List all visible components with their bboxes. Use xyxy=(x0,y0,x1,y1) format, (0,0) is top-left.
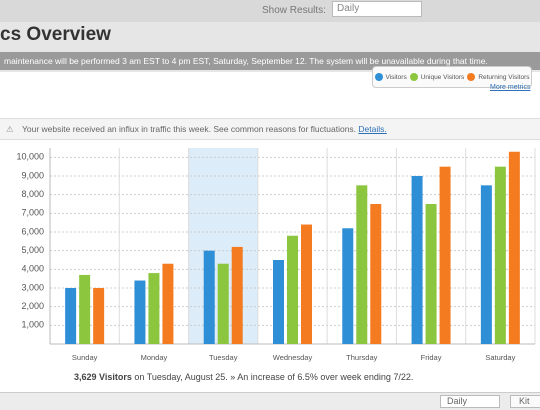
x-tick-label: Saturday xyxy=(485,353,515,362)
bar xyxy=(134,280,146,344)
alert-link[interactable]: Details. xyxy=(358,124,387,134)
x-tick-label: Wednesday xyxy=(273,353,313,362)
bar xyxy=(342,228,354,344)
bar xyxy=(203,250,215,344)
y-tick-label: 3,000 xyxy=(21,282,44,292)
legend-label: Unique Visitors xyxy=(420,73,465,81)
y-tick-label: 7,000 xyxy=(21,208,44,218)
chart: 1,000 2,000 3,000 4,000 5,000 6,000 7,000 8,000… xyxy=(16,148,536,362)
legend-item[interactable]: Returning Visitors xyxy=(467,73,530,81)
bar xyxy=(93,288,105,344)
y-tick-label: 1,000 xyxy=(21,320,44,330)
bar xyxy=(79,274,91,344)
footer-count: 3,629 Visitors xyxy=(74,372,132,382)
alert-icon: ⚠ xyxy=(6,124,14,134)
bar xyxy=(425,204,437,344)
y-tick-label: 10,000 xyxy=(16,152,44,162)
legend-label: Returning Visitors xyxy=(478,73,530,81)
y-tick-label: 2,000 xyxy=(21,301,44,311)
x-tick-label: Thursday xyxy=(346,353,378,362)
bar xyxy=(480,185,492,344)
x-tick-label: Monday xyxy=(141,353,168,362)
bar xyxy=(301,224,312,344)
show-results-select[interactable]: Daily xyxy=(332,1,422,17)
page-title: cs Overview xyxy=(0,24,111,45)
legend-label: Visitors xyxy=(385,73,407,81)
legend-item[interactable]: Unique Visitors xyxy=(409,73,465,81)
more-metrics-link[interactable]: More metrics xyxy=(490,84,531,91)
bar xyxy=(217,263,229,344)
bar xyxy=(287,235,298,344)
legend-swatch xyxy=(409,73,418,81)
alert: ⚠ Your website received an influx in tra… xyxy=(0,118,540,140)
x-tick-label: Sunday xyxy=(72,353,98,362)
bar xyxy=(494,166,506,344)
top-bar: Show Results: Daily xyxy=(0,0,540,22)
y-tick-label: 9,000 xyxy=(21,170,44,180)
bar xyxy=(356,185,368,344)
bar xyxy=(148,273,160,344)
footer-text: on Tuesday, August 25. » An increase of … xyxy=(134,372,414,382)
legend-swatch xyxy=(374,73,383,81)
x-tick-label: Friday xyxy=(421,353,442,362)
legend-swatch xyxy=(467,73,476,81)
bar xyxy=(65,288,77,344)
bar xyxy=(411,176,423,344)
y-tick-label: 8,000 xyxy=(21,189,44,199)
bar xyxy=(162,263,174,344)
x-tick-label: Tuesday xyxy=(209,353,238,362)
maintenance-banner: maintenance will be performed 3 am EST t… xyxy=(0,52,540,70)
bar xyxy=(231,246,243,344)
alert-text: Your website received an influx in traff… xyxy=(22,124,357,134)
bar xyxy=(439,166,451,344)
y-tick-label: 5,000 xyxy=(21,245,44,255)
bar xyxy=(370,204,382,344)
bottom-select[interactable]: Daily xyxy=(440,395,500,408)
legend-item[interactable]: Visitors xyxy=(374,73,407,81)
y-tick-label: 6,000 xyxy=(21,226,44,236)
footer: 3,629 Visitors on Tuesday, August 25. » … xyxy=(74,372,413,382)
show-results-label: Show Results: xyxy=(262,5,326,16)
bottom-bar: Daily Kit xyxy=(0,392,540,410)
bar xyxy=(273,260,284,344)
bottom-button[interactable]: Kit xyxy=(510,395,540,408)
bar xyxy=(508,151,520,344)
y-tick-label: 4,000 xyxy=(21,264,44,274)
legend: Visitors Unique Visitors Returning Visitor… xyxy=(372,66,532,88)
